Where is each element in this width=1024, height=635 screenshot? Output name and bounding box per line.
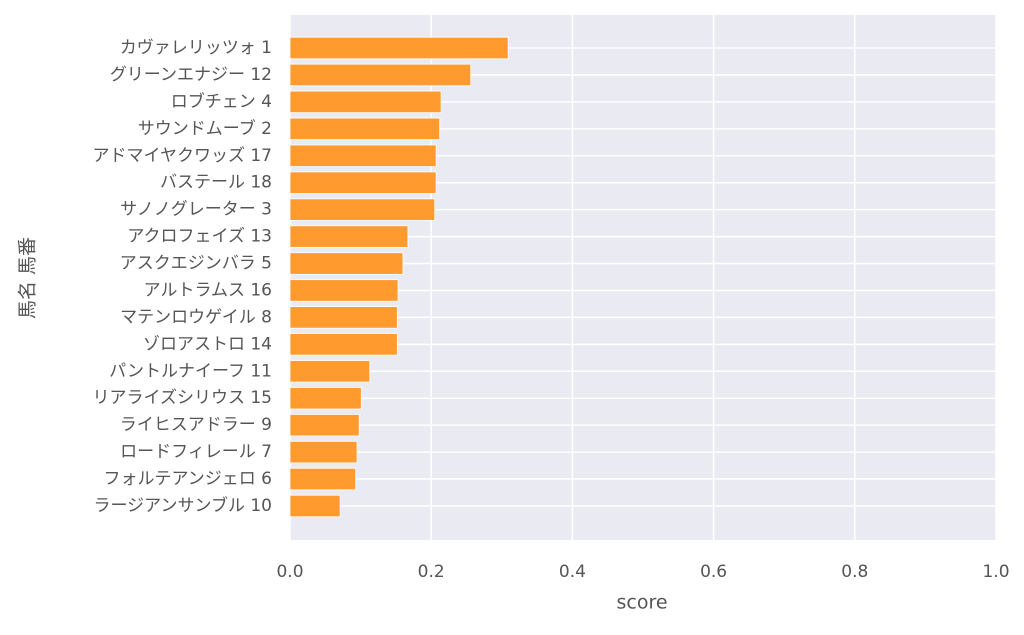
y-tick-label: アクロフェイズ 13 [127,227,272,247]
bar [289,252,404,275]
bar [289,198,436,221]
bar [289,413,360,437]
x-tick-label: 0.4 [559,562,586,582]
bar [289,360,371,383]
y-tick-label: アスクエジンバラ 5 [120,254,272,274]
bar [289,90,442,114]
bar [289,144,437,167]
x-tick-label: 1.0 [982,562,1009,582]
y-tick-label: ロブチェン 4 [171,91,272,112]
y-tick-label: ロードフィレール 7 [120,442,272,462]
x-tick-label: 0.6 [700,562,727,582]
bar [289,171,437,194]
y-tick-label: マテンロウゲイル 8 [120,307,272,327]
y-tick-label: バステール 18 [160,173,272,193]
bar [289,494,341,518]
y-tick-label: フォルテアンジェロ 6 [103,469,272,489]
y-tick-label: ラージアンサンブル 10 [93,495,272,516]
bar [289,117,441,140]
bar [289,387,362,410]
y-tick-label: リアライズシリウス 15 [92,388,272,408]
x-tick-label: 0.8 [841,562,868,582]
x-tick-label: 0.0 [276,562,303,582]
y-tick-label: アドマイヤクワッズ 17 [92,146,272,166]
y-tick-label: ゾロアストロ 14 [143,334,272,354]
x-tick-label: 0.2 [418,562,445,582]
y-tick-label: カヴァレリッツォ 1 [120,38,272,58]
bar [289,279,399,302]
bar [289,440,358,464]
bar [289,36,509,60]
bar [289,306,398,329]
y-tick-label: アルトラムス 16 [144,280,272,300]
y-axis-label: 馬名 馬番 [17,237,39,319]
bar [289,333,398,356]
bar [289,63,472,87]
y-tick-label: パントルナイーフ 11 [109,361,272,381]
bar [289,467,357,491]
y-tick-label: ライヒスアドラー 9 [120,415,272,435]
bar [289,225,409,248]
y-tick-label: サウンドムーブ 2 [138,118,272,139]
y-tick-label: グリーンエナジー 12 [110,65,272,85]
y-tick-label: サノノグレーター 3 [120,200,272,220]
x-axis-label: score [616,592,667,614]
